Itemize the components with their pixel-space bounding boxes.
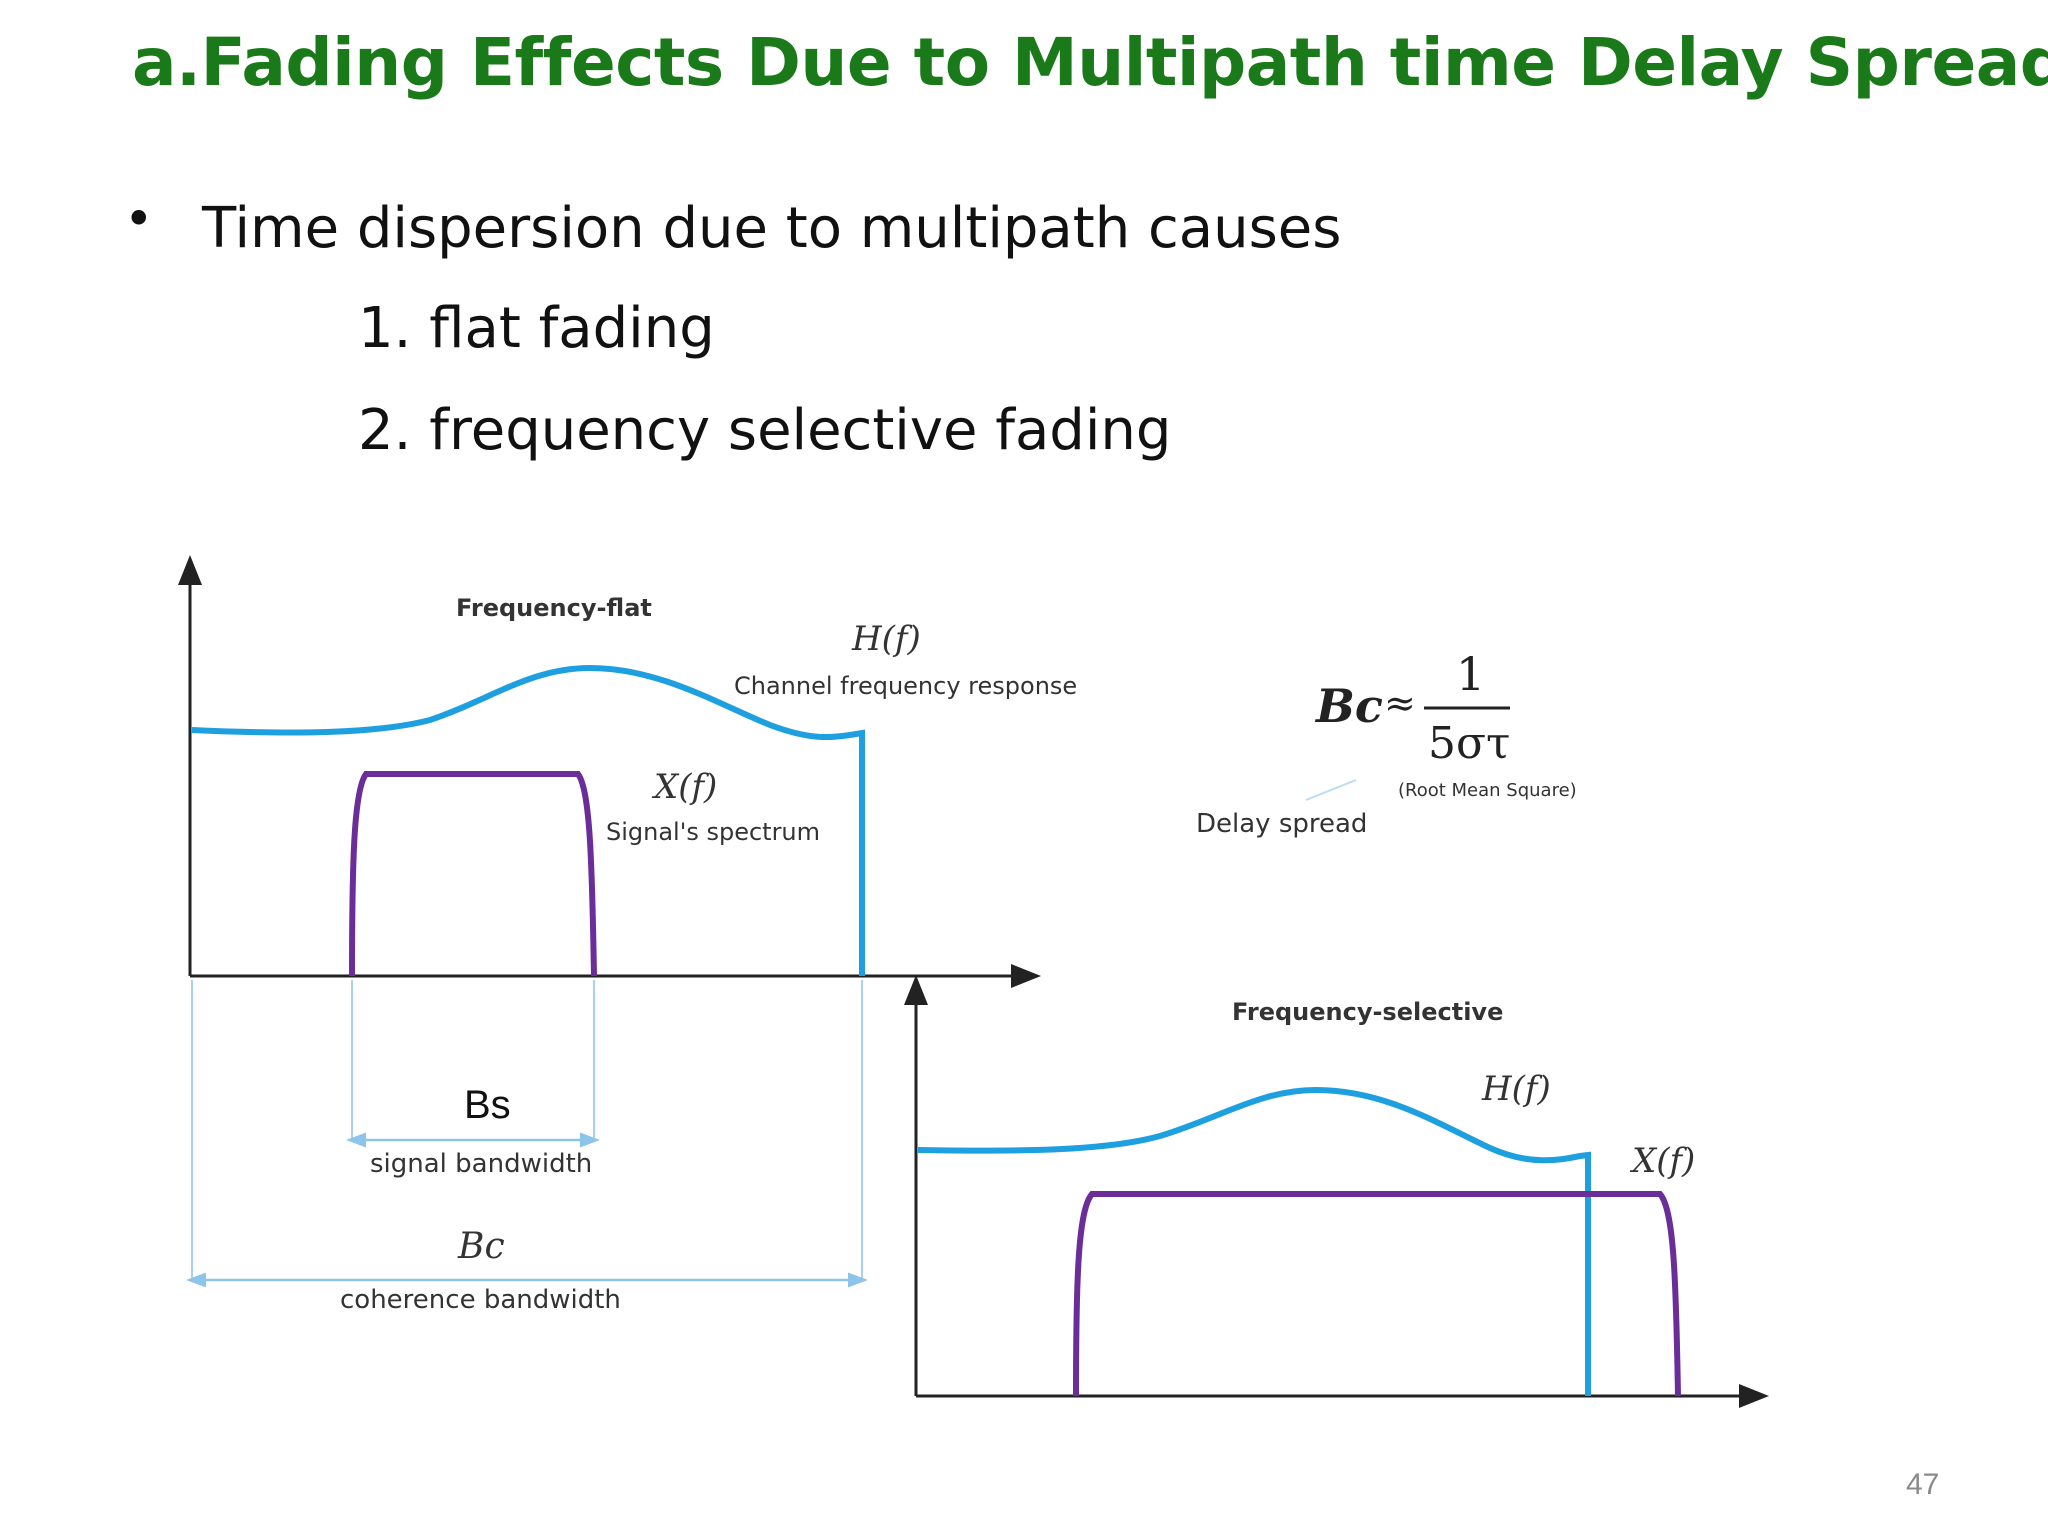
selective-channel-curve	[917, 1086, 1591, 1396]
list-item-frequency-selective-fading: 2. frequency selective fading	[358, 398, 1172, 463]
flat-diagram: Frequency-flat H(f) Channel frequency re…	[178, 555, 1077, 1315]
flat-x-label: X(f)	[651, 767, 717, 807]
bc-caption: coherence bandwidth	[340, 1285, 621, 1315]
flat-title: Frequency-flat	[456, 594, 652, 622]
list-item-flat-fading: 1. flat fading	[358, 296, 715, 361]
formula-rms-note: (Root Mean Square)	[1398, 780, 1577, 801]
selective-x-label: X(f)	[1629, 1141, 1695, 1181]
flat-h-caption: Channel frequency response	[734, 672, 1077, 700]
formula-lhs: Bc	[1314, 679, 1383, 733]
selective-signal-spectrum	[1073, 1191, 1681, 1397]
bullet-icon: •	[124, 190, 154, 248]
selective-diagram: Frequency-selective H(f) X(f)	[904, 975, 1769, 1408]
bullet-text: Time dispersion due to multipath causes	[202, 196, 1342, 261]
flat-channel-curve	[191, 664, 865, 976]
slide-title: a.Fading Effects Due to Multipath time D…	[132, 24, 2048, 101]
flat-x-caption: Signal's spectrum	[606, 818, 820, 846]
bs-label: Bs	[464, 1083, 511, 1127]
bc-label: Bc	[457, 1226, 505, 1267]
flat-h-label: H(f)	[851, 619, 921, 659]
formula-numerator: 1	[1456, 647, 1485, 701]
flat-signal-spectrum	[349, 771, 597, 977]
coherence-formula: Bc ≈ 1 5στ (Root Mean Square) Delay spre…	[1196, 647, 1577, 839]
page-number: 47	[1906, 1468, 1940, 1501]
formula-approx: ≈	[1384, 681, 1416, 725]
selective-h-label: H(f)	[1481, 1069, 1551, 1109]
selective-title: Frequency-selective	[1232, 998, 1503, 1026]
bs-caption: signal bandwidth	[370, 1149, 592, 1179]
delay-spread-label: Delay spread	[1196, 809, 1367, 839]
delay-spread-pointer	[1305, 779, 1357, 801]
formula-denominator: 5στ	[1428, 718, 1510, 769]
